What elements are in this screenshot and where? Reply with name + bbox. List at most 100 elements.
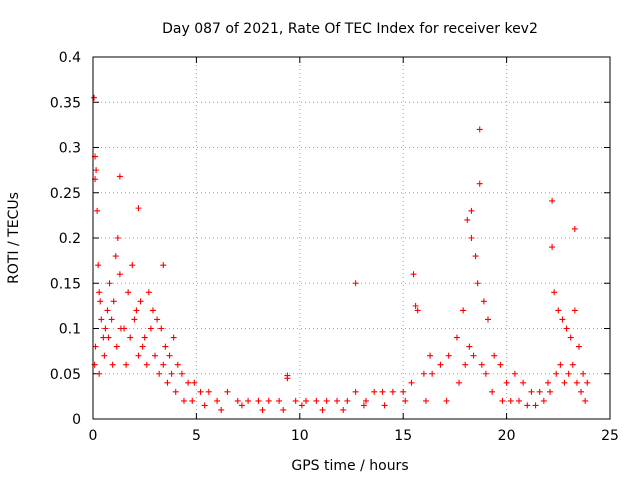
data-point [280,406,287,413]
data-point [476,180,483,187]
data-point [170,334,177,341]
data-point [528,388,535,395]
data-point [468,235,475,241]
data-point [516,397,523,404]
data-point [412,302,419,309]
data-point [344,397,351,404]
data-point [402,397,409,404]
data-point [189,397,196,404]
data-point [499,397,506,404]
data-point [101,352,108,359]
data-point [97,298,104,305]
data-point [484,316,491,323]
data-point [91,94,98,101]
y-tick-label: 0.35 [50,95,81,111]
data-point [340,406,347,413]
y-tick-label: 0.1 [59,322,81,338]
data-point [114,235,121,241]
data-point [511,370,518,377]
data-point [158,325,165,332]
data-point [427,352,434,359]
data-point [178,370,185,377]
data-point [557,361,564,368]
data-point [489,388,496,395]
data-point [112,253,119,260]
data-point [462,361,469,368]
x-tick-label: 25 [601,428,619,444]
y-tick-label: 0 [72,412,81,428]
data-point [323,397,330,404]
data-point [284,375,291,382]
data-point [265,397,272,404]
data-point [474,280,481,287]
data-point [563,325,570,332]
data-point [303,397,310,404]
data-point [162,343,169,350]
data-point [476,126,483,133]
data-point [154,316,161,323]
data-point [580,370,587,377]
data-point [571,225,578,232]
data-point [414,307,421,314]
data-point [174,361,181,368]
data-point [480,298,487,305]
data-point [360,402,367,409]
y-tick-label: 0.2 [59,231,81,247]
data-point [540,397,547,404]
data-point [551,289,558,296]
data-point [466,343,473,350]
data-point [152,352,159,359]
data-point [575,343,582,350]
data-point [379,388,386,395]
data-point [105,334,112,341]
x-tick-label: 20 [498,428,516,444]
data-point [245,397,252,404]
data-point [95,262,102,269]
y-tick-label: 0.05 [50,367,81,383]
data-point [389,388,396,395]
data-point [334,397,341,404]
data-point [456,379,463,386]
data-point [172,388,179,395]
data-points [91,94,591,413]
data-point [98,316,105,323]
data-point [547,388,554,395]
data-point [259,406,266,413]
data-point [108,316,115,323]
data-point [400,388,407,395]
data-point [491,352,498,359]
data-point [185,379,192,386]
data-point [578,388,585,395]
data-point [497,361,504,368]
data-point [468,207,475,214]
data-point [164,379,171,386]
data-point [135,352,142,359]
data-point [191,379,198,386]
data-point [143,361,150,368]
data-point [129,262,136,269]
data-point [145,289,152,296]
data-point [482,370,489,377]
data-point [238,402,245,409]
data-point [582,397,589,404]
data-point [116,173,123,180]
data-point [410,271,417,278]
y-tick-label: 0.4 [59,50,81,66]
data-point [584,379,591,386]
data-point [116,271,123,278]
data-point [453,334,460,341]
data-point [544,379,551,386]
data-point [125,289,132,296]
data-point [381,402,388,409]
y-tick-label: 0.25 [50,186,81,202]
data-point [536,388,543,395]
data-point [429,370,436,377]
data-point [109,361,116,368]
y-tick-label: 0.3 [59,141,81,157]
data-point [205,388,212,395]
data-point [549,244,556,251]
data-point [127,334,134,341]
data-point [197,388,204,395]
x-tick-label: 10 [291,428,309,444]
data-point [352,388,359,395]
